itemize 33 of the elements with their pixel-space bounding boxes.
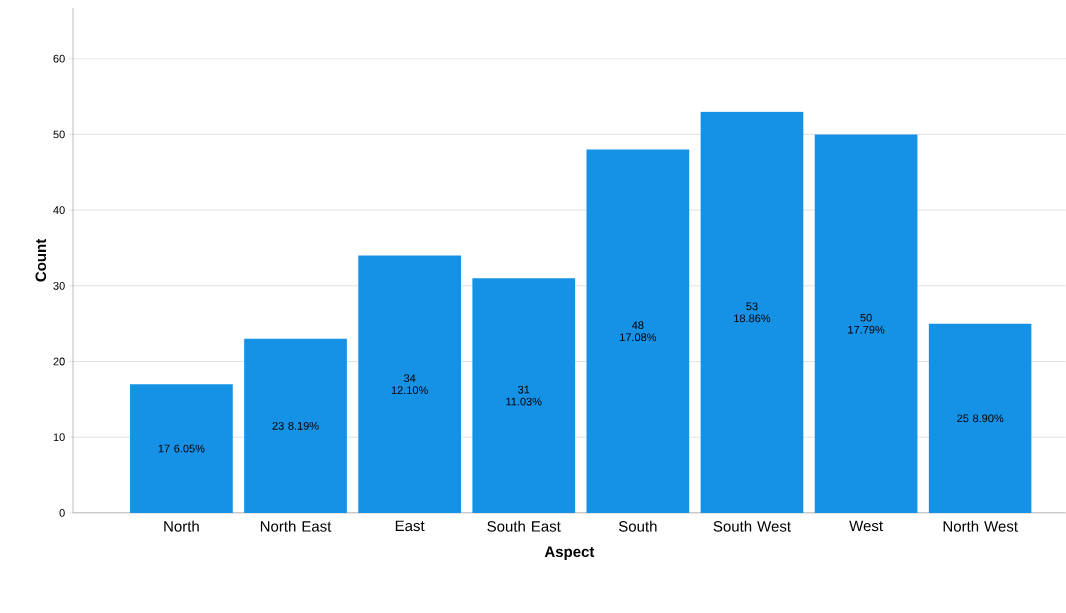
x-tick-label: North [164, 520, 199, 532]
y-tick-label: 30 [53, 281, 65, 290]
bar [472, 278, 576, 513]
y-tick-label: 60 [53, 54, 65, 63]
x-tick-label: South East [487, 520, 561, 532]
x-tick-label: South [618, 520, 657, 532]
bar [130, 384, 233, 513]
bar [586, 149, 690, 513]
bar [814, 134, 918, 513]
data-label: 25 8.90% [957, 414, 1004, 423]
y-tick-label: 10 [53, 433, 65, 442]
x-axis-title: Aspect [544, 546, 595, 561]
data-label: 53 18.86% [734, 302, 771, 323]
x-tick-label: North East [260, 520, 332, 532]
x-tick-label: South West [713, 520, 791, 532]
bar [928, 323, 1032, 513]
y-tick-label: 20 [53, 357, 65, 366]
x-tick-label: North West [943, 520, 1018, 532]
data-label: 23 8.19% [272, 422, 319, 430]
y-axis-title: Count [35, 239, 47, 282]
y-tick-label: 0 [59, 509, 65, 517]
data-label: 31 11.03% [506, 385, 542, 406]
x-tick-label: East [395, 520, 425, 532]
data-label: 17 6.05% [158, 444, 205, 453]
x-tick-label: West [849, 520, 883, 532]
data-label: 34 12.10% [391, 374, 428, 395]
y-tick-label: 40 [53, 206, 65, 215]
bar [700, 111, 804, 513]
bar [358, 255, 461, 513]
bar [244, 338, 347, 513]
data-label: 50 17.79% [848, 313, 885, 334]
y-tick-label: 50 [53, 130, 65, 139]
data-label: 48 17.08% [620, 321, 657, 342]
